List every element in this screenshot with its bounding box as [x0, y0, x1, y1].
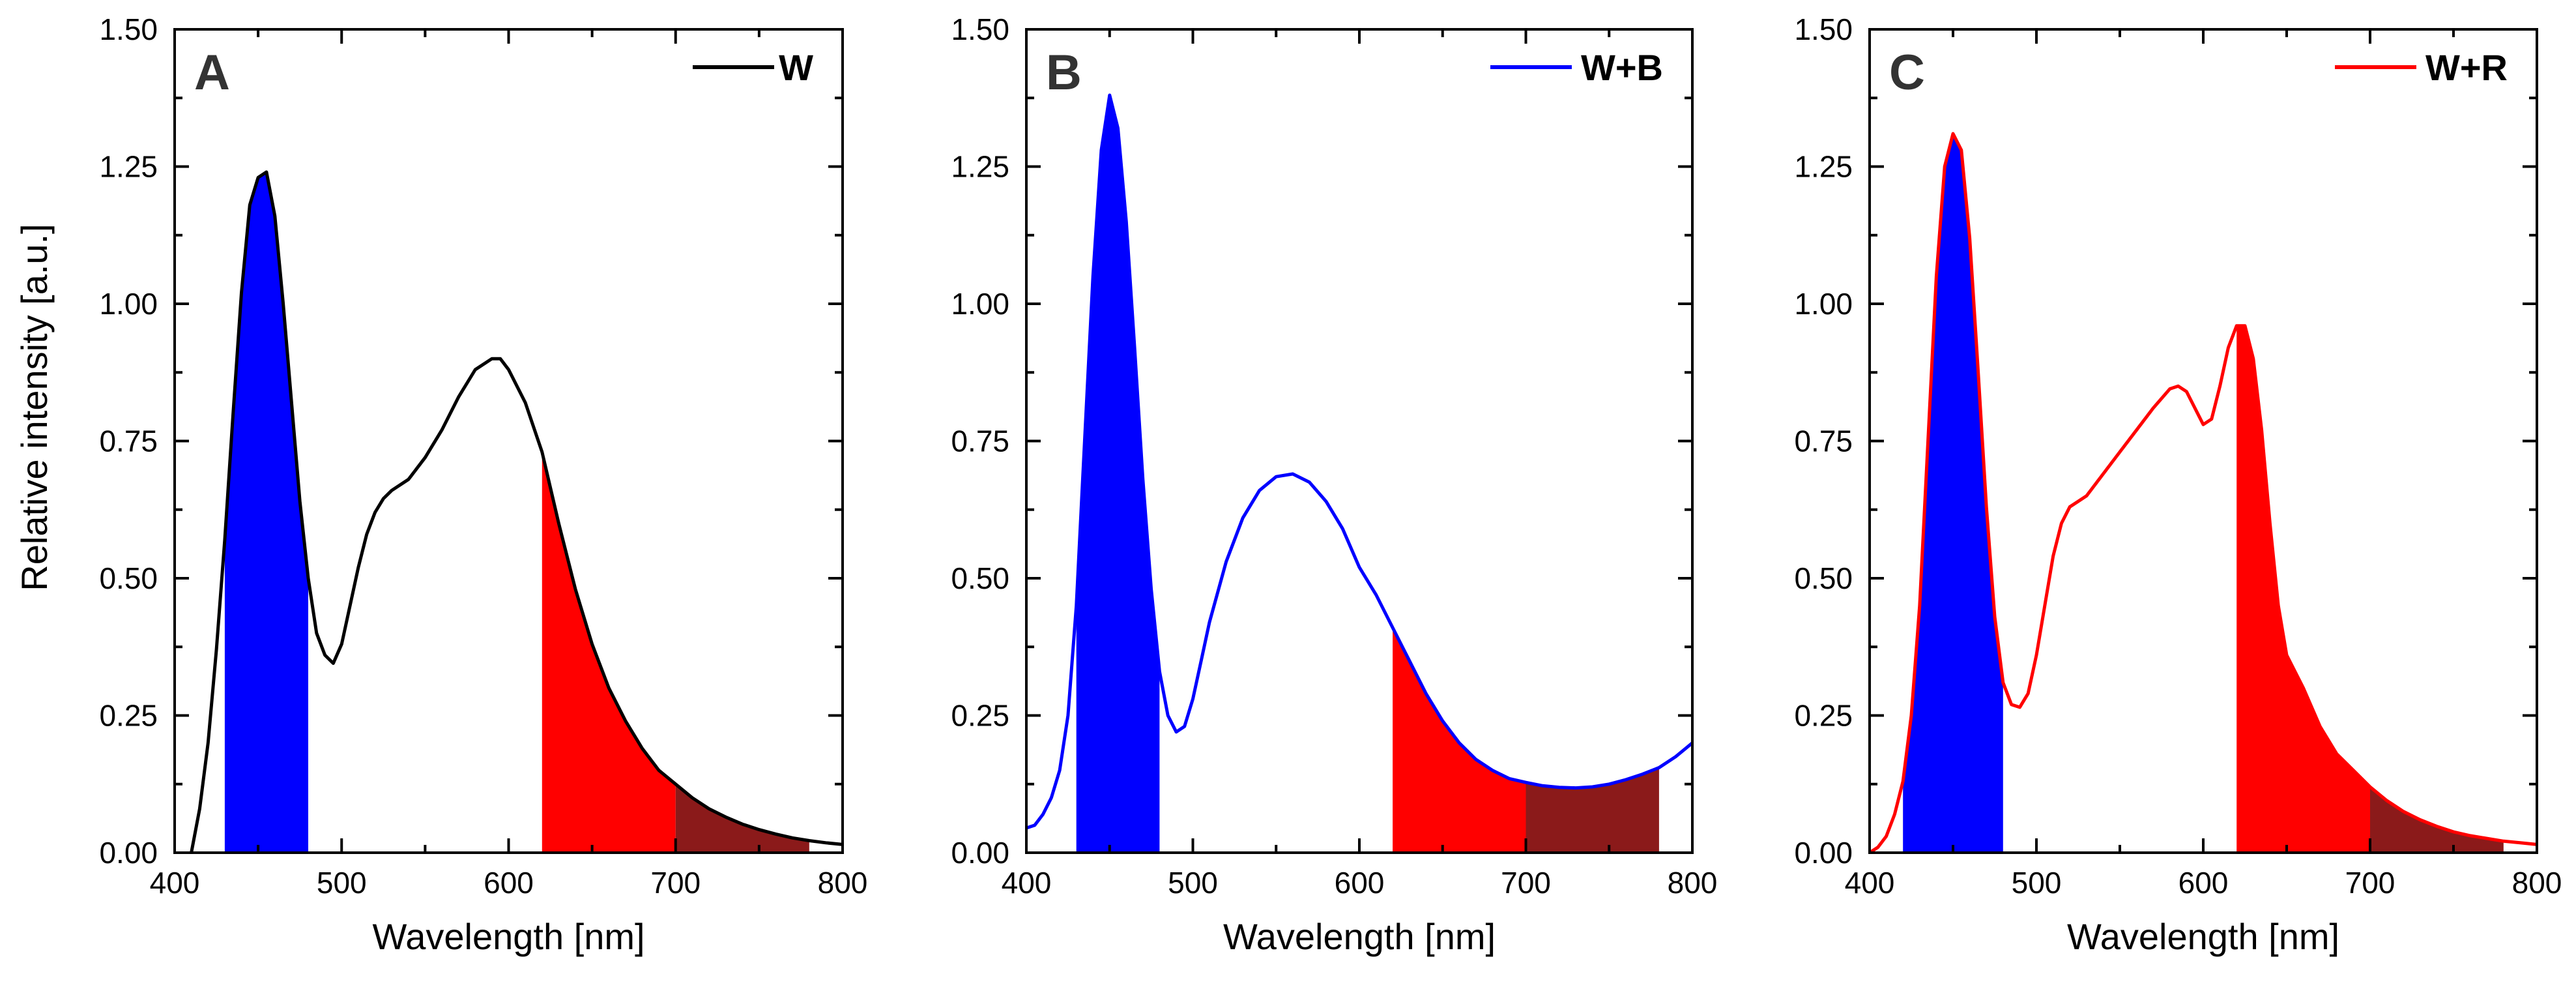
y-tick-label: 0.50: [99, 561, 158, 595]
y-tick-label: 0.00: [951, 836, 1009, 870]
y-tick-label: 0.50: [1794, 561, 1853, 595]
x-tick-label: 400: [150, 866, 200, 900]
y-tick-label: 1.25: [99, 150, 158, 184]
x-tick-label: 700: [2345, 866, 2395, 900]
legend-label: W+R: [2425, 47, 2508, 88]
chart-panel-b: 400 500 600 700 800 0.00 0.25 0.50 0.75 1.00 1.25 1…: [951, 12, 1717, 957]
chart-panel-c: 400 500 600 700 800 0.00 0.25 0.50 0.75 1.00 1.25 1…: [1794, 12, 2562, 957]
y-tick-label: 1.00: [1794, 287, 1853, 321]
y-tick-label: 0.50: [951, 561, 1009, 595]
x-tick-label: 600: [1335, 866, 1385, 900]
shaded-band-2: [2370, 787, 2504, 853]
y-tick-label: 1.00: [951, 287, 1009, 321]
y-tick-label: 0.00: [99, 836, 158, 870]
shaded-band-0: [1076, 95, 1160, 853]
y-tick-label: 1.50: [99, 12, 158, 46]
y-tick-label: 0.25: [951, 699, 1009, 733]
panel-label: C: [1889, 45, 1925, 100]
x-axis-label: Wavelength [nm]: [1223, 916, 1496, 957]
chart-panel-a: 400 500 600 700 800 0.00 0.25 0.50 0.75 1.00 1.25 1…: [99, 12, 867, 957]
y-tick-label: 0.25: [99, 699, 158, 733]
shaded-band-2: [1526, 767, 1659, 853]
panels: 400 500 600 700 800 0.00 0.25 0.50 0.75 1.00 1.25 1…: [99, 12, 2562, 957]
y-axis-label: Relative intensity [a.u.]: [14, 224, 55, 591]
y-tick-label: 0.75: [951, 424, 1009, 458]
series-line: [1026, 93, 1694, 830]
shaded-band-1: [2236, 325, 2370, 853]
shaded-band-0: [1903, 134, 2003, 853]
x-tick-label: 600: [2178, 866, 2229, 900]
x-tick-label: 800: [1668, 866, 1718, 900]
shaded-band-1: [1393, 627, 1526, 853]
panel-label: A: [194, 45, 230, 100]
series-line: [190, 170, 843, 853]
x-tick-label: 700: [650, 866, 701, 900]
x-tick-label: 500: [317, 866, 367, 900]
shaded-band-2: [675, 784, 809, 853]
y-tick-label: 1.25: [1794, 150, 1853, 184]
legend-label: W+B: [1581, 47, 1663, 88]
series-line: [1868, 132, 2538, 855]
y-tick-label: 0.25: [1794, 699, 1853, 733]
panel-label: B: [1046, 45, 1082, 100]
y-tick-label: 1.25: [951, 150, 1009, 184]
x-tick-label: 400: [1002, 866, 1052, 900]
x-axis-label: Wavelength [nm]: [372, 916, 644, 957]
y-tick-label: 0.75: [1794, 424, 1853, 458]
y-tick-label: 1.50: [951, 12, 1009, 46]
x-tick-label: 500: [2012, 866, 2062, 900]
x-tick-label: 800: [818, 866, 868, 900]
x-tick-label: 600: [484, 866, 534, 900]
y-tick-label: 0.75: [99, 424, 158, 458]
y-tick-label: 0.00: [1794, 836, 1853, 870]
y-tick-label: 1.50: [1794, 12, 1853, 46]
x-tick-label: 500: [1168, 866, 1218, 900]
x-axis-label: Wavelength [nm]: [2067, 916, 2339, 957]
y-tick-label: 1.00: [99, 287, 158, 321]
x-tick-label: 800: [2512, 866, 2562, 900]
shaded-band-1: [542, 452, 676, 853]
shaded-band-0: [224, 171, 308, 853]
x-tick-label: 700: [1501, 866, 1551, 900]
legend-label: W: [779, 47, 813, 88]
x-tick-label: 400: [1845, 866, 1895, 900]
